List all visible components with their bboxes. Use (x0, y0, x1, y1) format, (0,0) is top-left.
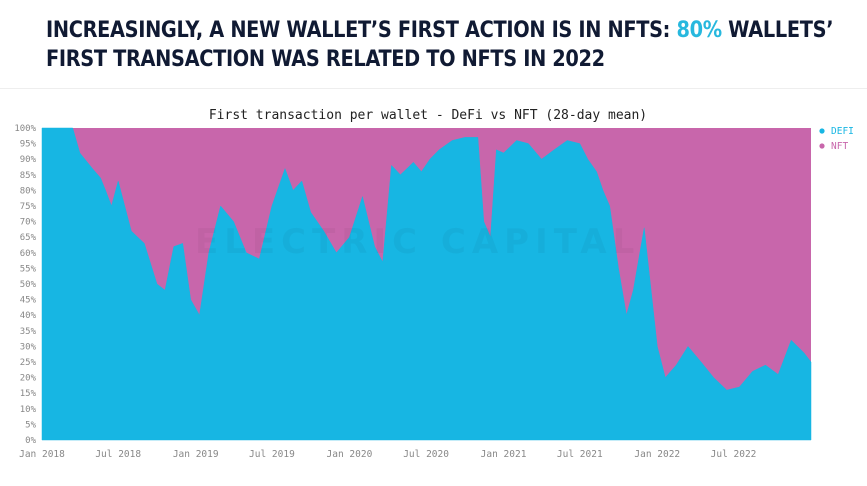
x-tick-label: Jul 2019 (249, 449, 295, 460)
y-tick-label: 20% (20, 374, 37, 384)
headline-prefix: INCREASINGLY, A NEW WALLET’S FIRST ACTIO… (46, 17, 677, 43)
legend: DEFI NFT (819, 126, 854, 152)
divider (0, 88, 867, 89)
y-tick-label: 35% (20, 327, 37, 337)
y-tick-label: 5% (25, 420, 36, 430)
y-tick-label: 85% (20, 171, 37, 181)
x-tick-label: Jul 2020 (403, 449, 449, 460)
y-tick-label: 25% (20, 358, 37, 368)
x-axis: Jan 2018 Jul 2018 Jan 2019 Jul 2019 Jan 2020… (19, 449, 756, 460)
headline-accent-percent: 80% (676, 17, 722, 43)
y-tick-label: 95% (20, 140, 37, 150)
y-tick-label: 65% (20, 233, 37, 243)
legend-label-defi: DEFI (831, 126, 854, 137)
x-tick-label: Jul 2018 (95, 449, 141, 460)
legend-label-nft: NFT (831, 141, 848, 152)
y-tick-label: 70% (20, 218, 37, 228)
headline-line-1: INCREASINGLY, A NEW WALLET’S FIRST ACTIO… (46, 16, 834, 45)
x-tick-label: Jan 2020 (327, 449, 373, 460)
y-tick-label: 0% (25, 436, 36, 446)
defi-area (41, 127, 812, 441)
legend-swatch-defi (819, 128, 825, 134)
y-tick-label: 15% (20, 389, 37, 399)
plot-area (41, 127, 812, 441)
y-axis: 0% 5% 10% 15% 20% 25% 30% 35% 40% 45% 50% 55% 60% 65%… (14, 124, 36, 446)
x-tick-label: Jul 2022 (711, 449, 757, 460)
y-tick-label: 55% (20, 264, 37, 274)
x-tick-label: Jan 2019 (173, 449, 219, 460)
y-tick-label: 30% (20, 342, 37, 352)
y-tick-label: 90% (20, 155, 37, 165)
y-tick-label: 50% (20, 280, 37, 290)
headline-line-2: FIRST TRANSACTION WAS RELATED TO NFTS IN… (46, 46, 605, 72)
y-tick-label: 75% (20, 202, 37, 212)
x-tick-label: Jan 2018 (19, 449, 65, 460)
x-tick-label: Jan 2022 (634, 449, 680, 460)
y-tick-label: 100% (14, 124, 36, 134)
x-tick-label: Jan 2021 (481, 449, 527, 460)
y-tick-label: 80% (20, 186, 37, 196)
watermark: ELECTRIC CAPITAL (195, 222, 640, 262)
headline: INCREASINGLY, A NEW WALLET’S FIRST ACTIO… (46, 16, 834, 74)
y-tick-label: 10% (20, 405, 37, 415)
y-tick-label: 45% (20, 296, 37, 306)
headline-suffix: WALLETS’ (721, 17, 834, 43)
legend-swatch-nft (819, 143, 825, 149)
chart-title: First transaction per wallet - DeFi vs N… (209, 108, 647, 123)
y-tick-label: 40% (20, 311, 37, 321)
y-tick-label: 60% (20, 249, 37, 259)
x-tick-label: Jul 2021 (557, 449, 603, 460)
